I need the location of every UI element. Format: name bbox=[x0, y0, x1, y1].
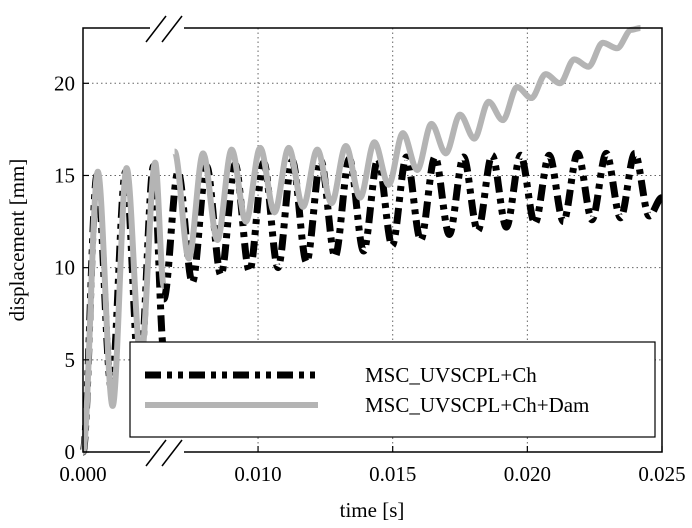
break-gap bbox=[150, 20, 184, 36]
y-tick-label: 5 bbox=[65, 348, 76, 372]
break-mark bbox=[161, 439, 183, 467]
legend-box bbox=[129, 341, 656, 438]
x-axis-label: time [s] bbox=[340, 498, 405, 522]
x-tick-label: 0.010 bbox=[234, 462, 281, 486]
y-tick-label: 20 bbox=[54, 71, 75, 95]
legend-label: MSC_UVSCPL+Ch bbox=[365, 363, 537, 387]
y-tick-label: 10 bbox=[54, 256, 75, 280]
break-mark bbox=[145, 439, 167, 467]
y-tick-label: 15 bbox=[54, 163, 75, 187]
plot-frame bbox=[82, 27, 663, 453]
legend: MSC_UVSCPL+Ch MSC_UVSCPL+Ch+Dam bbox=[129, 341, 656, 438]
data-line bbox=[80, 25, 641, 455]
break-gap bbox=[150, 444, 184, 460]
axis-break bbox=[145, 15, 184, 467]
x-tick-label: 0.000 bbox=[59, 462, 106, 486]
break-mark bbox=[161, 15, 183, 43]
break-mark bbox=[145, 15, 167, 43]
x-tick-label: 0.015 bbox=[369, 462, 416, 486]
legend-label: MSC_UVSCPL+Ch+Dam bbox=[365, 393, 589, 417]
x-tick-label: 0.025 bbox=[638, 462, 685, 486]
y-axis-label: displacement [mm] bbox=[5, 159, 29, 322]
y-tick-label: 0 bbox=[65, 440, 76, 464]
ticks: 0.000 0.010 0.015 0.020 0.025 0 5 10 15 20 bbox=[54, 71, 686, 486]
x-tick-label: 0.020 bbox=[504, 462, 551, 486]
plot-lines bbox=[79, 25, 664, 456]
